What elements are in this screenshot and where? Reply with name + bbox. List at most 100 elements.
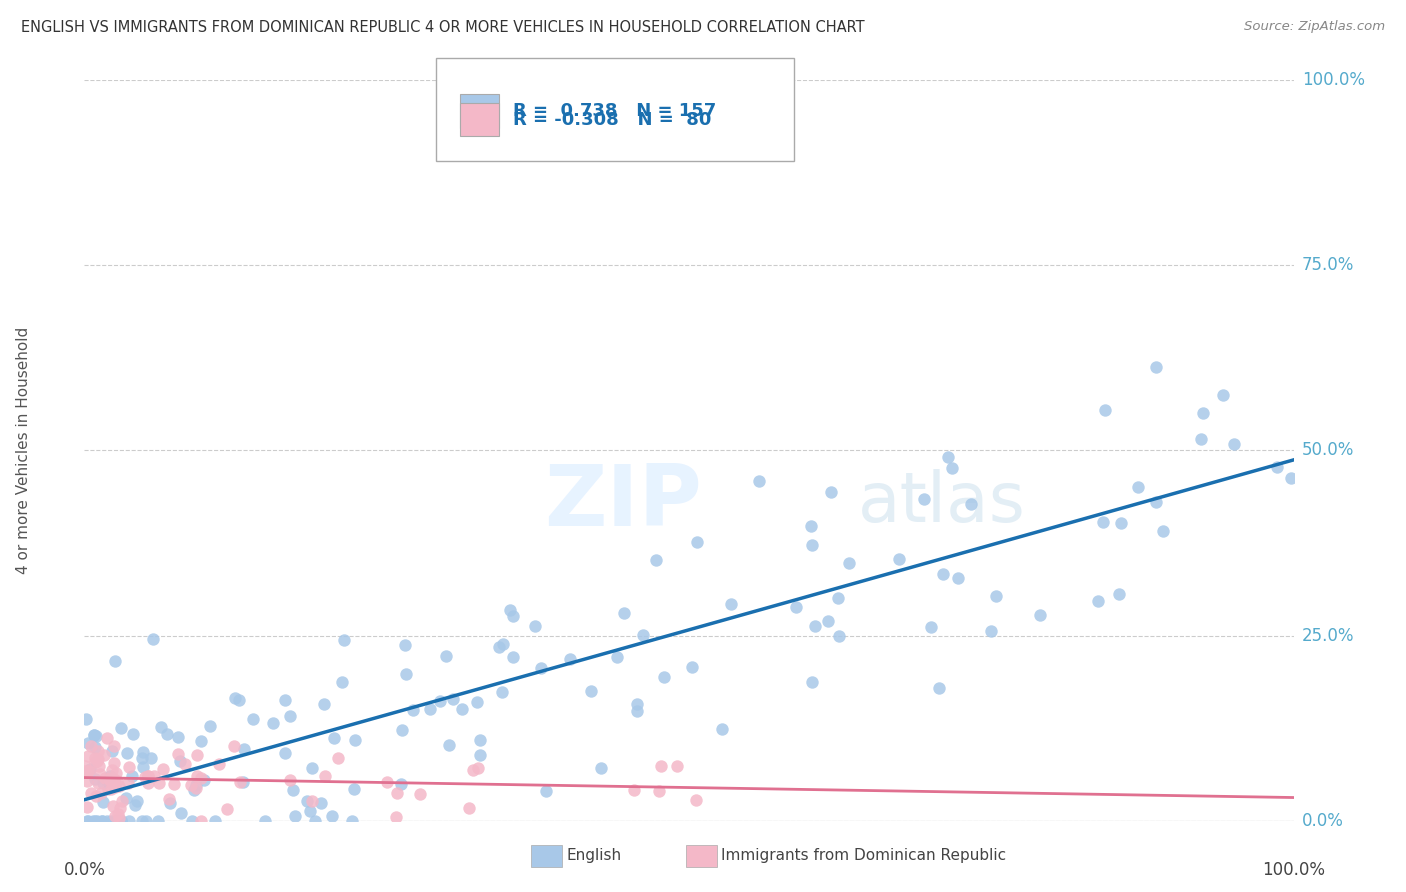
Point (613, 606, 636, 620)
Point (801, 675, 824, 690)
Point (193, 772, 215, 787)
Point (828, 629, 851, 643)
Point (343, 782, 366, 797)
Point (89, 766, 111, 780)
Point (441, 691, 464, 706)
Point (83, 728, 105, 742)
Point (232, 775, 254, 789)
Point (100, 814, 122, 828)
Point (94, 771, 117, 785)
Point (110, 800, 132, 814)
Point (284, 808, 307, 822)
Point (169, 754, 191, 768)
Point (108, 780, 131, 794)
Point (190, 814, 212, 828)
Point (96, 731, 118, 746)
Point (180, 814, 202, 828)
Point (96, 774, 118, 789)
Point (748, 474, 770, 488)
Point (389, 777, 412, 791)
Point (186, 780, 208, 795)
Point (134, 770, 156, 784)
Point (488, 640, 510, 655)
Point (465, 695, 488, 709)
Point (101, 744, 124, 758)
Point (91, 814, 114, 828)
Point (183, 783, 205, 797)
Point (534, 784, 557, 798)
Point (429, 694, 451, 708)
Point (681, 659, 703, 673)
Point (208, 756, 231, 771)
Point (76, 814, 98, 828)
Point (83, 751, 105, 765)
Point (502, 609, 524, 624)
Point (83, 728, 105, 742)
Point (138, 769, 160, 783)
Point (84, 772, 107, 786)
Point (960, 497, 983, 511)
Text: Source: ZipAtlas.com: Source: ZipAtlas.com (1244, 20, 1385, 33)
Point (98, 772, 121, 787)
Point (301, 794, 323, 808)
Point (402, 703, 425, 717)
Point (90, 786, 112, 800)
Point (827, 591, 849, 606)
Point (711, 722, 734, 736)
Point (149, 719, 172, 733)
Point (83, 740, 105, 755)
Point (87, 776, 110, 790)
Point (626, 704, 648, 718)
Point (114, 791, 136, 805)
Point (139, 750, 162, 764)
Point (115, 747, 138, 761)
Point (156, 727, 179, 741)
Point (920, 620, 942, 634)
Point (330, 674, 353, 689)
Point (912, 491, 935, 506)
Point (394, 638, 416, 652)
Point (125, 794, 148, 808)
Point (652, 669, 675, 683)
Point (198, 719, 221, 733)
Point (278, 709, 301, 723)
Point (804, 618, 827, 632)
Point (1094, 402, 1116, 417)
Point (117, 814, 139, 828)
Point (229, 774, 252, 789)
Point (523, 618, 546, 632)
Point (322, 731, 344, 745)
Point (461, 764, 484, 778)
Point (1279, 471, 1302, 485)
Point (77, 764, 100, 779)
Point (650, 759, 672, 773)
Point (167, 731, 190, 745)
Point (228, 693, 250, 707)
Point (83, 755, 105, 769)
Point (135, 814, 157, 828)
Point (984, 589, 1007, 603)
Point (309, 796, 332, 810)
Point (304, 814, 326, 828)
Point (110, 814, 132, 828)
Point (148, 776, 170, 790)
Point (100, 763, 122, 777)
Point (73, 758, 96, 772)
Text: 25.0%: 25.0% (1302, 626, 1354, 645)
Point (186, 748, 208, 763)
Point (948, 571, 970, 585)
Point (101, 798, 124, 813)
Point (468, 747, 491, 762)
Point (502, 650, 524, 665)
Point (375, 774, 398, 789)
Point (76, 764, 98, 778)
Point (132, 760, 155, 774)
Point (91, 795, 114, 809)
Point (1144, 359, 1167, 374)
Point (938, 450, 960, 465)
Text: 75.0%: 75.0% (1302, 256, 1354, 275)
Text: 4 or more Vehicles in Household: 4 or more Vehicles in Household (17, 326, 31, 574)
Point (124, 798, 146, 813)
Point (87, 752, 110, 766)
Point (136, 776, 159, 790)
